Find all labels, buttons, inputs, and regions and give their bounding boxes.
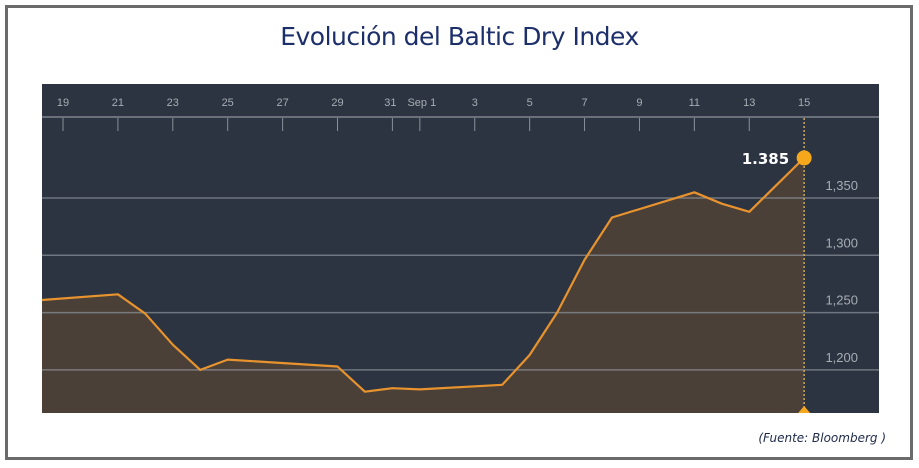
chart-title: Evolución del Baltic Dry Index: [280, 22, 639, 51]
y-tick-label: 1,200: [825, 350, 858, 365]
x-tick-label: 29: [331, 97, 343, 109]
x-tick-label: 23: [167, 97, 179, 109]
x-tick-label: Sep 1: [407, 97, 436, 109]
x-tick-label: 31: [384, 97, 396, 109]
chart-area: 19 21 23 25 27 29 31 Sep 1 3 5 7 9 11 13 15 1,350 1,300 1…: [42, 84, 879, 413]
y-tick-label: 1,300: [825, 235, 858, 250]
x-tick-label: 19: [57, 97, 69, 109]
x-tick-label: 25: [222, 97, 234, 109]
x-tick-label: 21: [112, 97, 124, 109]
area-fill: [42, 157, 805, 413]
value-callout: 1.385: [742, 150, 789, 168]
x-tick-label: 3: [472, 97, 478, 109]
y-tick-label: 1,250: [825, 293, 858, 308]
data-line: [42, 157, 805, 393]
highlight-point-icon: [796, 150, 812, 166]
x-tick-label: 27: [276, 97, 288, 109]
x-tick-label: 7: [581, 97, 587, 109]
x-tick-label: 13: [743, 97, 755, 109]
crosshair-marker-icon: [798, 406, 811, 413]
source-note: (Fuente: Bloomberg ): [758, 431, 886, 445]
x-tick-label: 11: [689, 97, 700, 109]
y-tick-label: 1,350: [825, 178, 858, 193]
chart-plot: 19 21 23 25 27 29 31 Sep 1 3 5 7 9 11 13 15 1,350 1,300 1…: [42, 97, 879, 413]
x-tick-label: 9: [636, 97, 642, 109]
x-tick-label: 15: [798, 97, 810, 109]
x-tick-label: 5: [527, 97, 533, 109]
